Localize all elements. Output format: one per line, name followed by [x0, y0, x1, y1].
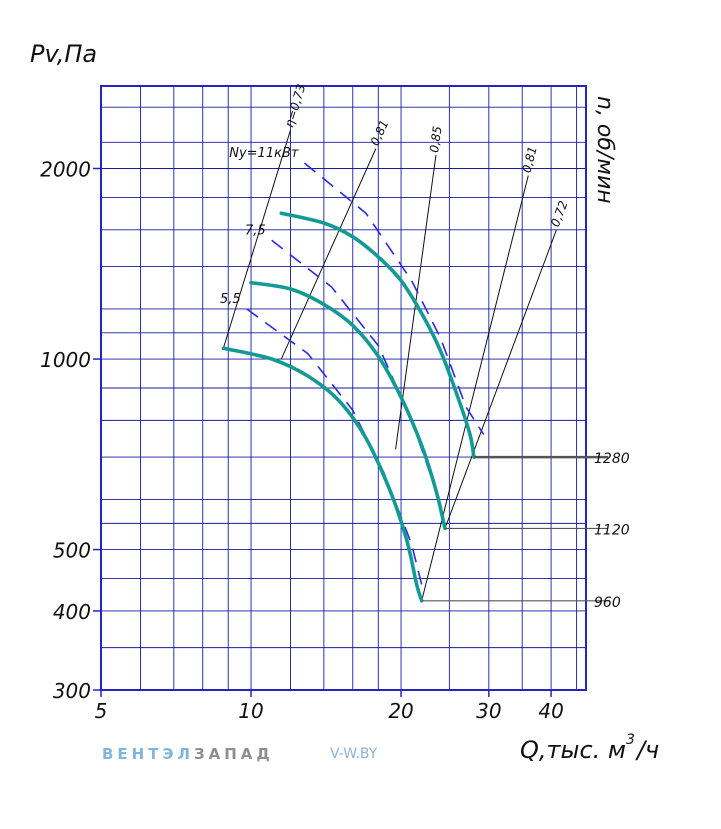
- efficiency-label: 0,85: [427, 125, 444, 153]
- efficiency-label: η=0,73: [282, 82, 308, 129]
- grid: 300 400 500 1000 2000 5 10 20 30 40: [40, 85, 587, 723]
- x-axis-title: Q,тыс. м3/ч: [520, 732, 659, 764]
- power-label: 7,5: [245, 223, 266, 238]
- rpm-label: 1120: [594, 522, 630, 538]
- power-label: 5,5: [220, 292, 241, 307]
- x-tick-label: 5: [95, 699, 108, 723]
- x-tick-label: 40: [538, 699, 563, 723]
- x-axis-title-main: Q,тыс. м: [520, 736, 626, 764]
- y-tick-label: 500: [53, 539, 91, 563]
- y-axis-title: Pv,Па: [30, 40, 97, 68]
- x-tick-label: 30: [476, 699, 501, 723]
- rpm-label: 960: [594, 595, 621, 611]
- brand-part-2: ЗАПАД: [193, 745, 274, 763]
- y-tick-label: 400: [53, 600, 91, 624]
- x-tick-label: 10: [238, 699, 263, 723]
- efficiency-label: 0,81: [368, 118, 392, 148]
- y-tick-label: 2000: [40, 157, 91, 181]
- rpm-lines: 1280 1120 960: [421, 451, 630, 611]
- site-url: V-W.BY: [330, 746, 378, 762]
- y-tick-label: 1000: [40, 348, 91, 372]
- right-axis-title: n, об/мин: [592, 96, 617, 204]
- fan-curve: [249, 280, 447, 531]
- efficiency-line: [222, 129, 291, 349]
- x-axis-title-sup: 3: [626, 732, 635, 748]
- fan-curve: [279, 211, 476, 459]
- fan-curves: [221, 211, 476, 603]
- brand-logo: ВЕНТЭЛЗАПАД: [102, 745, 274, 763]
- fan-curve: [221, 346, 424, 603]
- power-line: [303, 162, 485, 435]
- efficiency-line: [421, 175, 529, 601]
- efficiency-line: [280, 148, 377, 360]
- brand-part-1: ВЕНТЭЛ: [102, 745, 194, 763]
- x-axis-title-tail: /ч: [635, 736, 659, 764]
- power-label: Ny=11кВт: [229, 146, 299, 161]
- efficiency-line: [444, 229, 557, 529]
- rpm-label: 1280: [594, 451, 630, 467]
- efficiency-label: 0,81: [520, 145, 540, 174]
- power-line: [271, 239, 446, 529]
- x-tick-label: 20: [388, 699, 413, 723]
- power-line: [246, 308, 423, 585]
- plot-frame: [100, 85, 587, 691]
- axis-labels: Pv,Па n, об/мин Q,тыс. м3/ч: [30, 40, 659, 764]
- y-tick-label: 300: [53, 679, 91, 703]
